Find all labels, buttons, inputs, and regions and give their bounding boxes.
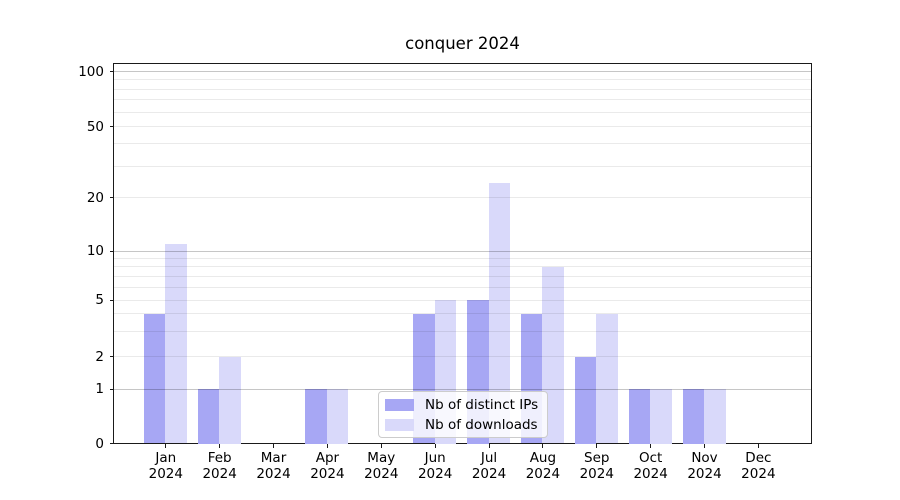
bar-ips-apr — [305, 389, 327, 444]
x-tick-label-jul: Jul 2024 — [471, 450, 507, 482]
bar-downloads-oct — [650, 389, 672, 444]
bar-downloads-jan — [165, 243, 187, 444]
x-tick-label-jan: Jan 2024 — [148, 450, 183, 482]
y-tick-mark-100 — [109, 71, 113, 72]
x-tick-mark-aug — [542, 444, 544, 448]
legend-label-ips: Nb of distinct IPs — [425, 396, 539, 413]
y-tick-mark-5 — [109, 299, 113, 301]
legend-item-ips: Nb of distinct IPs — [385, 396, 538, 413]
x-tick-mark-oct — [650, 444, 652, 448]
bar-ips-sep — [574, 356, 597, 444]
bar-downloads-nov — [704, 389, 726, 444]
y-tick-label-50: 50 — [86, 118, 104, 135]
x-tick-mark-jan — [165, 444, 167, 448]
x-tick-label-aug: Aug 2024 — [525, 450, 561, 482]
x-tick-label-mar: Mar 2024 — [256, 450, 291, 482]
y-tick-label-10: 10 — [86, 243, 104, 259]
bar-downloads-jul — [488, 183, 511, 444]
y-tick-mark-0 — [109, 443, 113, 444]
x-tick-label-jun: Jun 2024 — [417, 450, 453, 482]
x-tick-label-apr: Apr 2024 — [310, 450, 345, 482]
x-tick-mark-apr — [326, 444, 328, 448]
legend-swatch-downloads — [385, 418, 414, 431]
y-tick-label-100: 100 — [78, 63, 104, 80]
x-tick-mark-may — [380, 444, 382, 448]
x-tick-label-sep: Sep 2024 — [579, 450, 614, 482]
legend-label-downloads: Nb of downloads — [425, 416, 538, 433]
bar-ips-jan — [143, 313, 166, 444]
y-tick-mark-2 — [109, 356, 113, 357]
legend-swatch-ips — [385, 398, 414, 411]
bar-ips-nov — [682, 389, 704, 444]
x-tick-label-nov: Nov 2024 — [687, 450, 722, 482]
legend: Nb of distinct IPs Nb of downloads — [378, 391, 549, 438]
bar-downloads-feb — [219, 356, 241, 444]
x-tick-label-dec: Dec 2024 — [741, 450, 776, 482]
bar-ips-feb — [197, 389, 220, 444]
x-tick-label-feb: Feb 2024 — [202, 450, 237, 482]
x-tick-label-oct: Oct 2024 — [633, 450, 668, 482]
x-tick-mark-sep — [596, 444, 598, 448]
x-tick-mark-dec — [757, 444, 759, 448]
x-tick-mark-jun — [434, 444, 436, 448]
y-tick-label-1: 1 — [95, 381, 104, 397]
y-tick-mark-10 — [109, 250, 113, 252]
chart-title: conquer 2024 — [405, 34, 520, 53]
x-tick-mark-jul — [488, 444, 490, 448]
x-tick-mark-nov — [704, 444, 705, 448]
y-tick-label-0: 0 — [95, 435, 104, 452]
y-tick-label-5: 5 — [95, 292, 104, 308]
bar-ips-oct — [628, 389, 651, 444]
y-tick-mark-20 — [109, 197, 113, 198]
plot-area — [113, 63, 812, 444]
bar-downloads-apr — [326, 389, 349, 444]
y-tick-label-20: 20 — [86, 189, 104, 206]
y-tick-mark-1 — [109, 388, 113, 390]
legend-item-downloads: Nb of downloads — [385, 416, 538, 433]
y-tick-mark-50 — [109, 126, 113, 127]
bar-downloads-sep — [596, 313, 618, 444]
x-tick-mark-feb — [219, 444, 221, 448]
y-tick-label-2: 2 — [95, 348, 104, 365]
x-tick-label-may: May 2024 — [364, 450, 399, 482]
x-tick-mark-mar — [273, 444, 275, 448]
